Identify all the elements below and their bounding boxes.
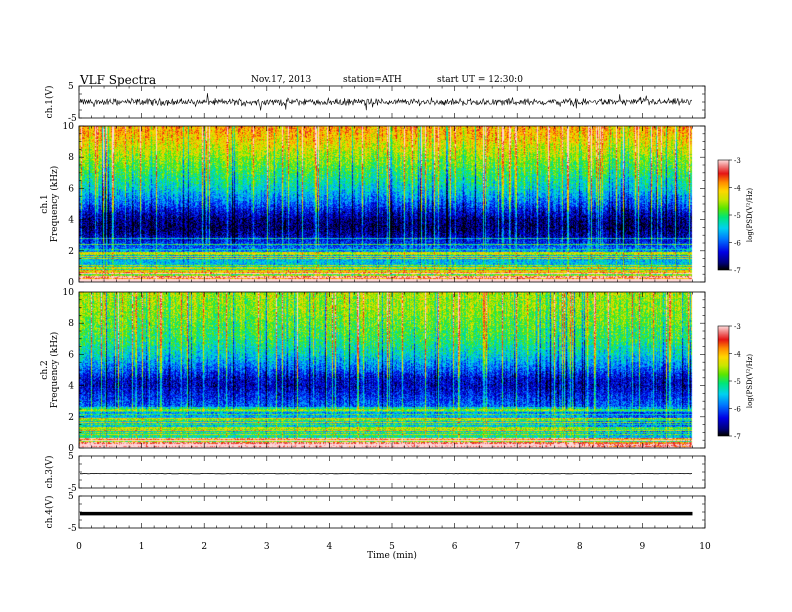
y-tick-label: -5 (68, 524, 77, 534)
y-tick-label: 4 (68, 216, 74, 226)
x-tick-label: 5 (389, 542, 395, 552)
y-axis-label: ch.1 (40, 194, 50, 213)
y-tick-label: 6 (68, 350, 74, 360)
colorbar-tick-label: -5 (734, 212, 741, 220)
y-axis-label: ch.3(V) (44, 456, 55, 489)
colorbar-1 (718, 160, 729, 270)
x-tick-label: 3 (264, 542, 270, 552)
y-tick-label: 8 (68, 153, 74, 163)
colorbar-label: log(PSD(V²/Hz) (746, 354, 754, 409)
colorbar-tick-label: -3 (734, 323, 741, 331)
x-tick-label: 1 (139, 542, 145, 552)
x-tick-label: 7 (514, 542, 520, 552)
y-axis-label: ch.1(V) (44, 86, 55, 119)
colorbar-label: log(PSD(V²/Hz) (746, 188, 754, 243)
colorbar-tick-label: -4 (734, 351, 741, 359)
y-axis-label: ch.2 (40, 360, 50, 379)
ch1-signal-trace (79, 93, 693, 111)
x-tick-label: 6 (452, 542, 458, 552)
x-tick-label: 9 (640, 542, 646, 552)
x-tick-label: 2 (201, 542, 207, 552)
x-tick-label: 8 (577, 542, 583, 552)
colorbar-tick-label: -4 (734, 185, 741, 193)
colorbar-tick-label: -5 (734, 378, 741, 386)
start-time-label: start UT = 12:30:0 (437, 75, 523, 85)
colorbar-tick-label: -7 (734, 267, 741, 275)
y-axis-label: Frequency (kHz) (49, 332, 60, 409)
colorbar-2 (718, 326, 729, 436)
colorbar-tick-label: -3 (734, 157, 741, 165)
y-tick-label: 8 (68, 319, 74, 329)
x-tick-label: 10 (699, 542, 711, 552)
y-tick-label: 5 (68, 82, 74, 92)
y-tick-label: 4 (68, 382, 74, 392)
colorbar-tick-label: -6 (734, 406, 741, 414)
colorbar-tick-label: -7 (734, 433, 741, 441)
x-tick-label: 4 (327, 542, 333, 552)
y-tick-label: -5 (68, 114, 77, 124)
figure-title: VLF Spectra (80, 73, 157, 87)
y-tick-label: 2 (68, 413, 74, 423)
y-tick-label: 6 (68, 184, 74, 194)
ch2-spectrogram (79, 292, 693, 448)
y-axis-label: Frequency (kHz) (49, 166, 60, 243)
y-tick-label: -5 (68, 484, 77, 494)
y-tick-label: 2 (68, 247, 74, 257)
y-tick-label: 0 (68, 444, 74, 454)
y-tick-label: 5 (68, 452, 74, 462)
figure-header: VLF Spectra Nov.17, 2013 station=ATH sta… (0, 0, 792, 90)
y-tick-label: 10 (63, 122, 75, 132)
y-tick-label: 10 (63, 288, 75, 298)
colorbar-tick-label: -6 (734, 240, 741, 248)
date-label: Nov.17, 2013 (251, 75, 312, 85)
x-tick-label: 0 (76, 542, 82, 552)
ch1-spectrogram (79, 126, 693, 282)
y-axis-label: ch.4(V) (44, 496, 55, 529)
station-label: station=ATH (343, 75, 402, 85)
y-tick-label: 0 (68, 278, 74, 288)
x-axis-label: Time (min) (367, 550, 417, 561)
y-tick-label: 5 (68, 492, 74, 502)
